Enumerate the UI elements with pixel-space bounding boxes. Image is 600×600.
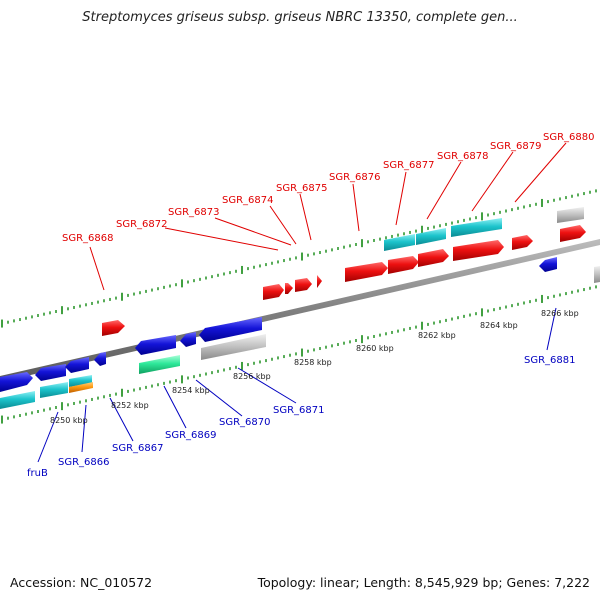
- gene-arrow[interactable]: [345, 262, 388, 282]
- gene-label[interactable]: SGR_6866: [58, 457, 110, 468]
- gene-arrow[interactable]: [0, 391, 35, 409]
- gene-arrow[interactable]: [69, 382, 93, 393]
- kbp-label: 8258 kbp: [294, 358, 332, 367]
- gene-label[interactable]: SGR_6878: [437, 151, 489, 162]
- kbp-label: 8262 kbp: [418, 331, 456, 340]
- gene-arrow[interactable]: [295, 278, 312, 292]
- kbp-label: 8266 kbp: [541, 309, 579, 318]
- kbp-label: 8264 kbp: [480, 321, 518, 330]
- map-title: Streptomyces griseus subsp. griseus NBRC…: [82, 10, 518, 25]
- gene-arrow[interactable]: [35, 364, 66, 381]
- topology-summary-text: Topology: linear; Length: 8,545,929 bp; …: [257, 575, 590, 590]
- kbp-label: 8256 kbp: [233, 372, 271, 381]
- gene-label[interactable]: SGR_6874: [222, 195, 274, 206]
- gene-label[interactable]: fruB: [27, 468, 48, 479]
- gene-arrow[interactable]: [135, 335, 176, 355]
- gene-arrow[interactable]: [594, 266, 600, 283]
- gene-arrow[interactable]: [512, 235, 533, 250]
- forward-genes: [102, 207, 586, 336]
- gene-arrow[interactable]: [180, 332, 196, 347]
- gene-label[interactable]: SGR_6873: [168, 207, 220, 218]
- gene-label[interactable]: SGR_6875: [276, 183, 328, 194]
- reverse-genes: [0, 257, 600, 409]
- gene-arrow[interactable]: [560, 225, 586, 242]
- gene-label[interactable]: SGR_6870: [219, 417, 271, 428]
- gene-arrow[interactable]: [94, 352, 106, 366]
- gene-arrow[interactable]: [102, 320, 125, 336]
- gene-label[interactable]: SGR_6881: [524, 355, 576, 366]
- kbp-labels: 8250 kbp 8252 kbp 8254 kbp 8256 kbp 8258…: [50, 309, 579, 425]
- gene-arrow[interactable]: [0, 372, 33, 392]
- gene-arrow[interactable]: [40, 382, 68, 398]
- gene-arrow[interactable]: [263, 284, 284, 300]
- gene-arrow[interactable]: [388, 256, 419, 274]
- gene-arrow[interactable]: [418, 249, 449, 267]
- gene-label[interactable]: SGR_6871: [273, 405, 325, 416]
- gene-label[interactable]: SGR_6876: [329, 172, 381, 183]
- gene-arrow[interactable]: [453, 240, 504, 261]
- gene-label[interactable]: SGR_6879: [490, 141, 542, 152]
- gene-arrow[interactable]: [317, 275, 322, 288]
- gene-label[interactable]: SGR_6880: [543, 132, 595, 143]
- gene-arrow[interactable]: [65, 357, 89, 373]
- forward-gene-labels: SGR_6868 SGR_6872 SGR_6873 SGR_6874 SGR_…: [62, 132, 595, 244]
- gene-arrow[interactable]: [451, 218, 502, 237]
- gene-label[interactable]: SGR_6877: [383, 160, 435, 171]
- gene-label[interactable]: SGR_6872: [116, 219, 168, 230]
- gene-arrow[interactable]: [384, 234, 415, 251]
- gene-arrow[interactable]: [557, 207, 584, 223]
- gene-label[interactable]: SGR_6868: [62, 233, 114, 244]
- gene-arrow[interactable]: [285, 283, 293, 294]
- kbp-label: 8250 kbp: [50, 416, 88, 425]
- upper-scale-track: [1, 189, 597, 328]
- reverse-leader-lines: [37, 307, 557, 463]
- gene-arrow[interactable]: [199, 317, 262, 342]
- lower-scale-track: [1, 285, 597, 424]
- gene-arrow[interactable]: [201, 334, 266, 360]
- gene-label[interactable]: SGR_6869: [165, 430, 217, 441]
- forward-leader-lines: [89, 142, 567, 291]
- kbp-label: 8252 kbp: [111, 401, 149, 410]
- gene-arrow[interactable]: [416, 228, 446, 245]
- gene-arrow[interactable]: [539, 257, 557, 272]
- accession-text: Accession: NC_010572: [10, 575, 153, 590]
- kbp-label: 8254 kbp: [172, 386, 210, 395]
- reverse-gene-labels: fruB SGR_6866 SGR_6867 SGR_6869 SGR_6870…: [27, 355, 576, 479]
- gene-arrow[interactable]: [139, 355, 180, 374]
- gene-label[interactable]: SGR_6867: [112, 443, 164, 454]
- kbp-label: 8260 kbp: [356, 344, 394, 353]
